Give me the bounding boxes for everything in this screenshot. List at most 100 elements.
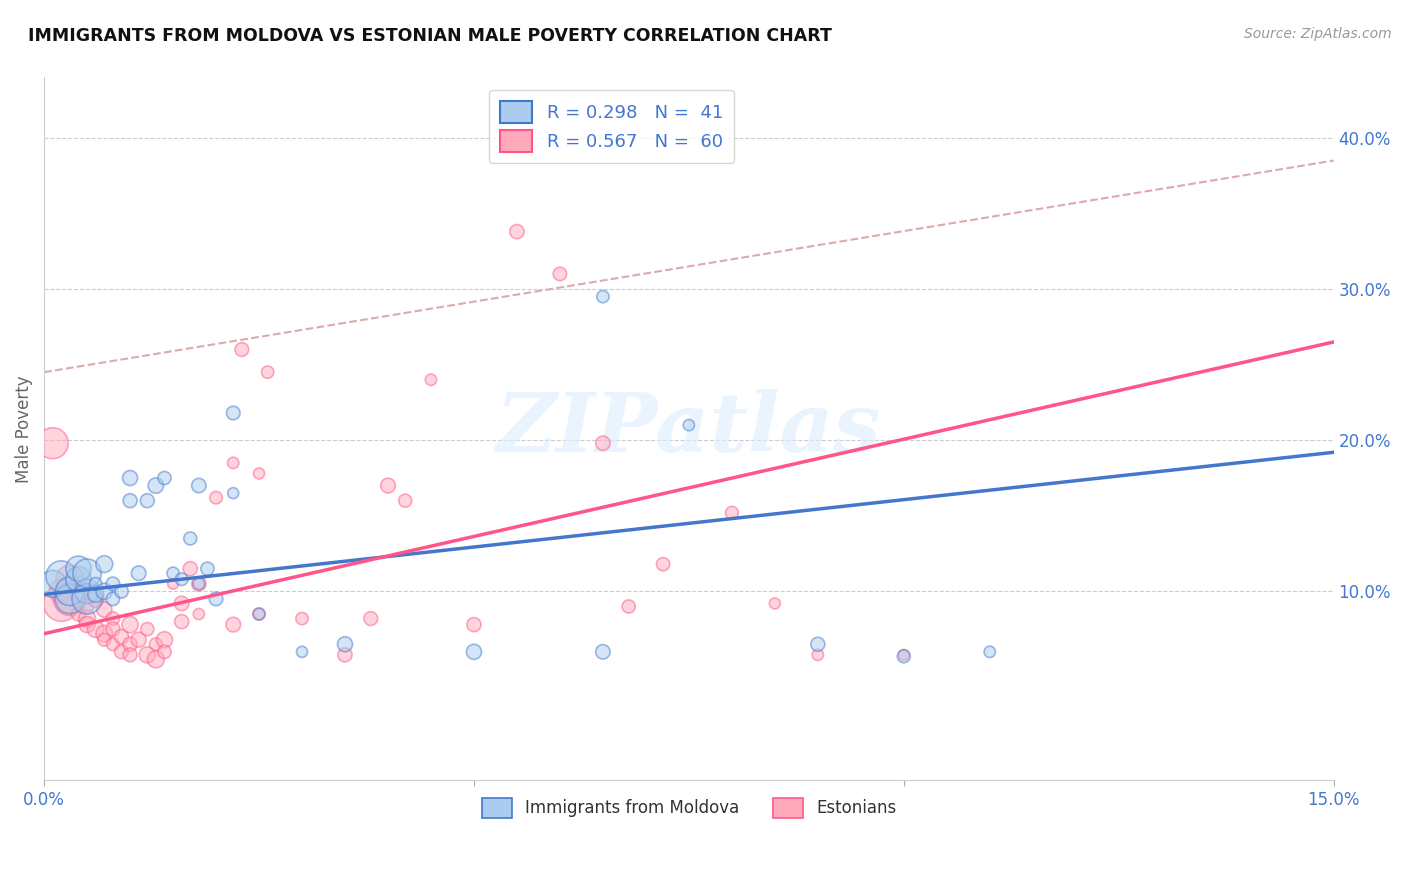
Point (76, 599, 98, 614)
Point (51, 569, 73, 583)
Point (187, 478, 209, 492)
Point (145, 637, 167, 651)
Point (67, 576, 90, 591)
Point (41, 576, 63, 591)
Point (93, 632, 115, 647)
Point (291, 611, 314, 625)
Point (76, 566, 98, 581)
Point (979, 645, 1001, 659)
Point (110, 630, 132, 644)
Point (394, 493, 416, 508)
Point (222, 617, 245, 632)
Point (51, 584, 73, 599)
Point (652, 557, 675, 571)
Point (101, 622, 124, 636)
Point (333, 637, 356, 651)
Point (420, 373, 443, 387)
Point (59, 591, 82, 606)
Point (153, 632, 176, 647)
Point (76, 617, 98, 632)
Point (67, 562, 90, 576)
Point (205, 591, 228, 606)
Point (136, 648, 159, 662)
Point (333, 648, 356, 662)
Point (153, 645, 176, 659)
Point (136, 493, 159, 508)
Point (617, 599, 640, 614)
Point (101, 576, 124, 591)
Point (377, 478, 399, 492)
Point (128, 632, 150, 647)
Point (247, 607, 270, 621)
Point (84, 622, 107, 636)
Point (120, 471, 142, 485)
Point (76, 611, 98, 625)
Point (592, 436, 614, 450)
Point (76, 584, 98, 599)
Point (893, 649, 915, 664)
Point (51, 597, 73, 611)
Point (291, 645, 314, 659)
Point (187, 576, 209, 591)
Point (592, 290, 614, 304)
Point (463, 617, 485, 632)
Point (67, 587, 90, 601)
Point (84, 591, 107, 606)
Point (59, 591, 82, 606)
Point (93, 602, 115, 616)
Point (893, 648, 915, 662)
Point (506, 225, 529, 239)
Point (101, 611, 124, 625)
Point (179, 562, 201, 576)
Point (120, 617, 142, 632)
Point (463, 645, 485, 659)
Point (231, 343, 253, 357)
Point (120, 648, 142, 662)
Point (360, 611, 382, 625)
Point (179, 532, 201, 546)
Point (162, 576, 184, 591)
Point (59, 584, 82, 599)
Point (101, 637, 124, 651)
Point (678, 418, 700, 433)
Point (170, 572, 193, 586)
Point (222, 486, 245, 500)
Point (592, 645, 614, 659)
Point (197, 562, 219, 576)
Point (170, 615, 193, 629)
Point (153, 471, 176, 485)
Point (807, 648, 830, 662)
Point (76, 591, 98, 606)
Point (101, 591, 124, 606)
Point (84, 576, 107, 591)
Point (222, 456, 245, 470)
Point (145, 652, 167, 666)
Text: Source: ZipAtlas.com: Source: ZipAtlas.com (1244, 27, 1392, 41)
Point (136, 622, 159, 636)
Point (222, 406, 245, 420)
Point (187, 576, 209, 591)
Point (162, 566, 184, 581)
Text: ZIPatlas: ZIPatlas (496, 389, 882, 469)
Point (187, 607, 209, 621)
Point (247, 607, 270, 621)
Point (807, 637, 830, 651)
Point (59, 572, 82, 586)
Point (170, 597, 193, 611)
Point (93, 557, 115, 571)
Y-axis label: Male Poverty: Male Poverty (15, 375, 32, 483)
Point (41, 436, 63, 450)
Point (93, 584, 115, 599)
Point (205, 491, 228, 505)
Point (256, 365, 278, 379)
Point (120, 493, 142, 508)
Point (247, 467, 270, 481)
Text: IMMIGRANTS FROM MOLDOVA VS ESTONIAN MALE POVERTY CORRELATION CHART: IMMIGRANTS FROM MOLDOVA VS ESTONIAN MALE… (28, 27, 832, 45)
Point (93, 626, 115, 640)
Point (120, 637, 142, 651)
Point (145, 478, 167, 492)
Point (110, 645, 132, 659)
Legend: Immigrants from Moldova, Estonians: Immigrants from Moldova, Estonians (475, 791, 903, 825)
Point (67, 572, 90, 586)
Point (67, 607, 90, 621)
